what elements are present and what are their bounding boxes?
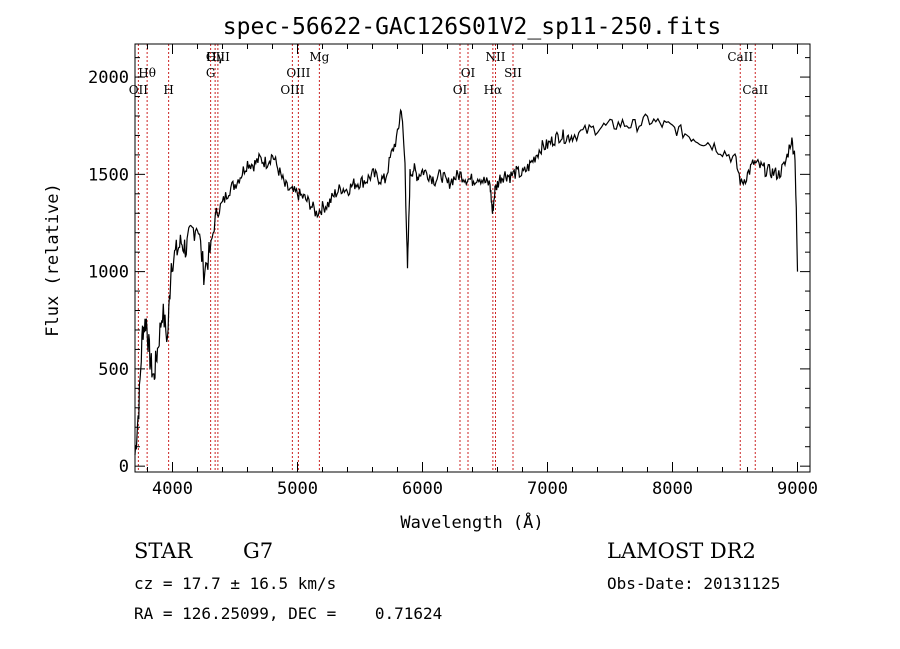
x-tick-label: 6000 <box>402 479 443 499</box>
line-marker-label: H <box>163 83 173 97</box>
line-marker-label: Hθ <box>138 66 156 80</box>
y-tick-label: 1500 <box>88 165 129 185</box>
y-tick-label: 1000 <box>88 263 129 283</box>
redshift-cz: cz = 17.7 ± 16.5 km/s <box>134 574 337 593</box>
x-tick-label: 5000 <box>277 479 318 499</box>
x-axis: 4000 5000 6000 7000 8000 9000 <box>147 44 818 499</box>
y-axis-label: Flux (relative) <box>43 183 63 337</box>
line-marker-label: G <box>206 66 216 80</box>
line-marker-label: OIII <box>206 50 230 64</box>
observation-date: Obs-Date: 20131125 <box>607 574 781 593</box>
line-marker-label: NII <box>486 50 506 64</box>
line-marker-label: CaII <box>742 83 768 97</box>
plot-frame <box>134 43 811 473</box>
x-tick-label: 4000 <box>152 479 193 499</box>
survey-name: LAMOST DR2 <box>607 539 756 563</box>
y-axis: 0 500 1000 1500 2000 <box>88 57 810 477</box>
coordinates: RA = 126.25099, DEC = 0.71624 <box>134 604 443 623</box>
x-tick-label: 9000 <box>777 479 818 499</box>
x-axis-label: Wavelength (Å) <box>400 511 543 533</box>
line-marker-label: OIII <box>286 66 310 80</box>
line-marker-label: OI <box>461 66 476 80</box>
line-marker-label: OI <box>453 83 468 97</box>
y-tick-label: 0 <box>119 457 129 477</box>
line-marker-label: OII <box>129 83 149 97</box>
chart-title: spec-56622-GAC126S01V2_sp11-250.fits <box>223 14 722 40</box>
line-marker-label: OIII <box>280 83 304 97</box>
object-subclass: G7 <box>243 539 274 563</box>
y-tick-label: 500 <box>98 360 129 380</box>
spectrum-series <box>134 108 799 455</box>
object-class: STAR <box>134 539 193 563</box>
x-tick-label: 8000 <box>652 479 693 499</box>
line-marker-label: SII <box>504 66 522 80</box>
line-marker-label: Hα <box>484 83 503 97</box>
line-marker-label: CaII <box>727 50 753 64</box>
y-tick-label: 2000 <box>88 68 129 88</box>
x-tick-label: 7000 <box>527 479 568 499</box>
line-marker-label: Mg <box>309 50 329 64</box>
